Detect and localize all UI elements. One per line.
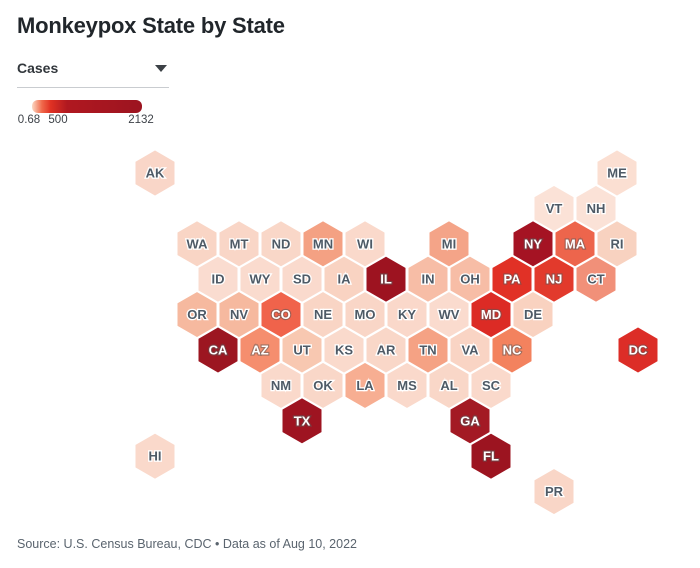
state-hex-PR[interactable]: PR [533, 467, 575, 516]
legend-gradient-bar [32, 100, 142, 113]
metric-dropdown[interactable]: Cases [17, 60, 169, 88]
chevron-down-icon [155, 65, 167, 72]
state-hex-AK[interactable]: AK [134, 148, 176, 198]
color-legend: 0.68 500 2132 [0, 99, 190, 131]
legend-tick-max: 2132 [128, 114, 154, 126]
state-hex-HI[interactable]: HI [134, 432, 176, 481]
state-hex-DC[interactable]: DC [617, 325, 659, 375]
metric-dropdown-label: Cases [17, 60, 59, 76]
page-title: Monkeypox State by State [17, 13, 285, 38]
legend-tick-min: 0.68 [17, 114, 41, 126]
legend-tick-mid: 500 [48, 114, 68, 126]
source-note: Source: U.S. Census Bureau, CDC • Data a… [17, 537, 357, 551]
